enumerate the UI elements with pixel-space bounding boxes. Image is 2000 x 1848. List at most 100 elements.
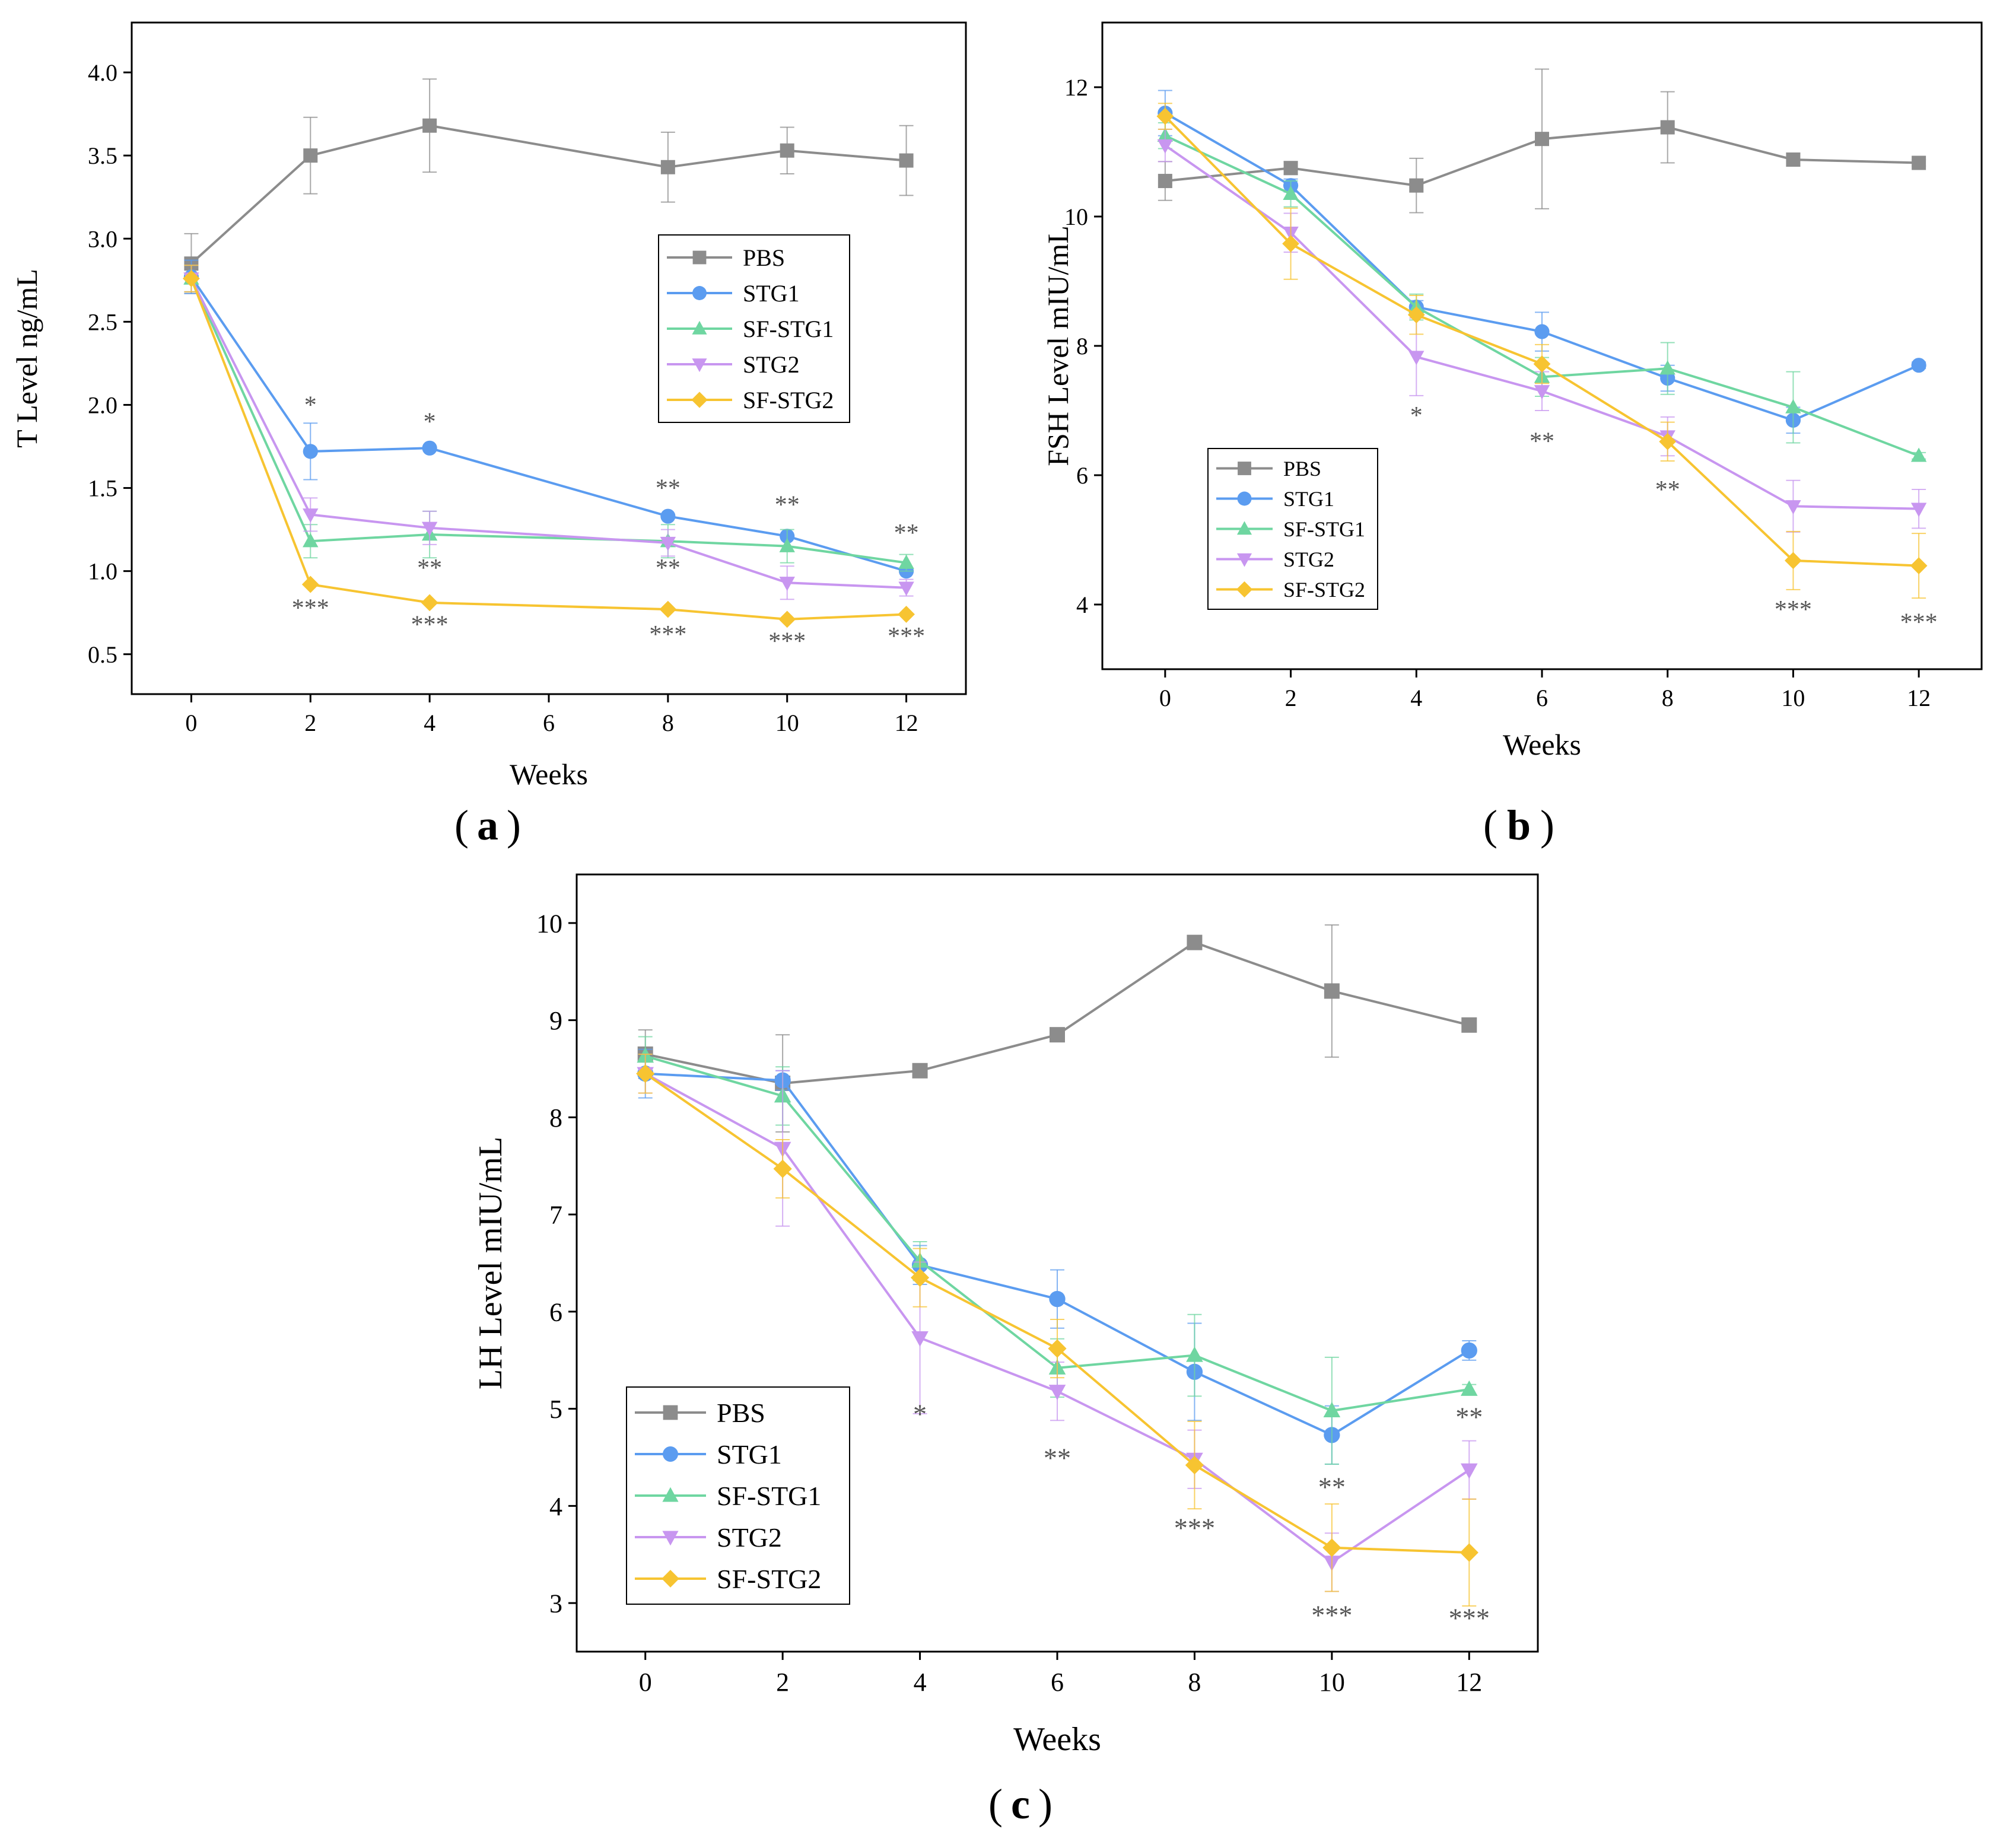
data-point-sf-stg1: [1910, 447, 1927, 462]
data-point-pbs: [780, 143, 794, 158]
panel-b-label: b: [1507, 801, 1531, 849]
y-axis-label: FSH Level mIU/mL: [1041, 225, 1074, 466]
legend-label: STG2: [743, 351, 800, 378]
legend-marker: [691, 392, 708, 408]
significance-annotation: **: [1530, 428, 1554, 455]
y-tick-label: 10: [1064, 203, 1088, 230]
data-point-stg1: [1534, 324, 1550, 339]
legend-item-sf-stg2: SF-STG2: [1216, 578, 1365, 602]
data-point-sf-stg2: [1185, 1456, 1204, 1475]
data-point-sf-stg2: [1785, 552, 1802, 570]
y-tick-label: 10: [536, 909, 562, 938]
legend-item-sf-stg1: SF-STG1: [667, 316, 834, 342]
series-line-pbs: [190, 124, 907, 265]
y-tick-label: 4: [1076, 591, 1088, 618]
legend-item-stg1: STG1: [667, 280, 800, 307]
significance-annotation: ***: [768, 628, 806, 655]
data-point-sf-stg2: [1282, 235, 1299, 253]
data-point-stg2: [1460, 1463, 1478, 1479]
data-point-pbs: [899, 153, 914, 168]
significance-annotation: **: [417, 555, 442, 582]
y-tick-label: 3: [549, 1589, 562, 1618]
x-tick-label: 8: [1662, 685, 1674, 711]
significance-annotation: **: [1455, 1402, 1483, 1432]
significance-annotation: **: [1044, 1443, 1071, 1473]
panel-c-label: c: [1011, 1780, 1030, 1828]
legend-marker: [692, 250, 707, 265]
data-point-sf-stg2: [1048, 1339, 1067, 1358]
data-point-sf-stg2: [421, 594, 438, 612]
data-point-sf-stg1: [303, 533, 319, 548]
legend-label: SF-STG2: [743, 387, 834, 414]
legend-marker: [662, 1487, 679, 1502]
data-point-sf-stg2: [301, 575, 319, 593]
significance-annotation: *: [1410, 402, 1423, 430]
legend-item-sf-stg1: SF-STG1: [1216, 517, 1365, 541]
svg-text:): ): [1540, 801, 1554, 849]
data-point-pbs: [1786, 152, 1801, 167]
legend-label: SF-STG2: [717, 1564, 821, 1594]
data-point-pbs: [660, 160, 675, 174]
legend-marker: [663, 1446, 678, 1462]
legend-item-sf-stg2: SF-STG2: [667, 387, 834, 414]
legend-marker: [692, 358, 707, 373]
data-point-pbs: [1535, 132, 1549, 147]
data-point-sf-stg1: [1323, 1401, 1341, 1417]
legend: PBS STG1 SF-STG1 STG2 SF-STG2: [1207, 448, 1378, 610]
significance-annotation: ***: [411, 611, 449, 638]
legend-item-stg2: STG2: [667, 351, 800, 378]
data-point-sf-stg2: [910, 1268, 930, 1287]
legend: PBS STG1 SF-STG1 STG2 SF-STG2: [626, 1386, 850, 1605]
significance-annotation: *: [424, 408, 436, 435]
data-point-stg2: [303, 508, 319, 523]
y-tick-label: 4: [549, 1492, 562, 1521]
series-sf-stg2: [183, 265, 915, 628]
svg-text:): ): [507, 801, 521, 849]
panel-a-label: a: [477, 801, 498, 849]
legend-label: SF-STG1: [717, 1481, 821, 1511]
x-tick-label: 4: [914, 1668, 927, 1697]
x-axis-label: Weeks: [510, 758, 588, 791]
x-tick-label: 0: [639, 1668, 652, 1697]
significance-annotation: *: [304, 392, 317, 419]
x-tick-label: 6: [1051, 1668, 1064, 1697]
legend-marker: [662, 1570, 679, 1588]
legend-marker: [1236, 581, 1253, 598]
data-point-pbs: [1158, 174, 1172, 189]
data-point-sf-stg1: [1460, 1380, 1478, 1396]
y-tick-label: 1.0: [88, 558, 117, 585]
data-point-pbs: [1324, 983, 1340, 999]
y-tick-label: 1.5: [88, 475, 117, 502]
svg-text:(: (: [1483, 801, 1497, 849]
data-point-stg2: [660, 536, 676, 551]
legend-item-pbs: PBS: [1216, 457, 1321, 481]
legend-label: STG1: [743, 280, 800, 307]
data-point-stg2: [898, 581, 914, 596]
series-sf-stg2: [636, 1053, 1478, 1607]
legend-marker: [1236, 553, 1252, 567]
data-point-stg2: [1910, 502, 1927, 517]
legend-marker: [1238, 462, 1251, 475]
legend-marker: [1237, 491, 1252, 506]
data-point-sf-stg2: [778, 610, 796, 628]
series-line-sf-stg2: [190, 278, 907, 621]
data-point-stg2: [1048, 1385, 1066, 1401]
legend-label: SF-STG1: [743, 316, 834, 342]
significance-annotation: **: [656, 555, 681, 582]
data-point-pbs: [1409, 178, 1424, 193]
data-point-sf-stg2: [636, 1064, 655, 1083]
significance-annotation: ***: [1449, 1603, 1490, 1633]
significance-annotation: *: [913, 1399, 927, 1429]
legend-marker: [692, 286, 707, 300]
data-point-stg2: [911, 1331, 929, 1347]
series-stg1: [183, 259, 914, 579]
legend-label: STG1: [717, 1439, 782, 1470]
legend-label: SF-STG2: [1283, 578, 1365, 602]
data-point-sf-stg2: [898, 606, 915, 623]
x-tick-label: 6: [1536, 685, 1548, 711]
x-tick-label: 10: [1319, 1668, 1345, 1697]
series-line-sf-stg1: [190, 278, 907, 564]
x-tick-label: 0: [1159, 685, 1171, 711]
legend-label: STG1: [1283, 487, 1334, 511]
y-axis-label: T Level ng/mL: [10, 269, 43, 448]
